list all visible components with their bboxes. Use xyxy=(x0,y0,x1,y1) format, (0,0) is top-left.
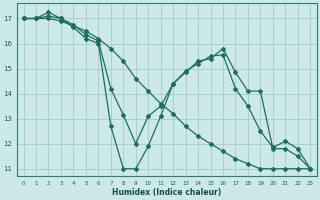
X-axis label: Humidex (Indice chaleur): Humidex (Indice chaleur) xyxy=(112,188,221,197)
